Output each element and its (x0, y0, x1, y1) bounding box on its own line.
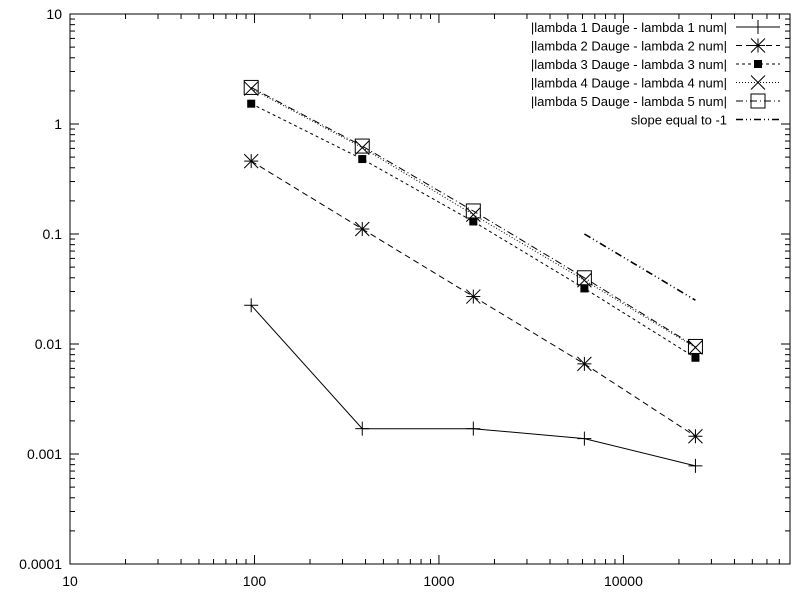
y-tick-label: 0.1 (43, 226, 63, 242)
data-point (247, 99, 256, 108)
legend-entry: |lambda 5 Dauge - lambda 5 num| (531, 93, 780, 109)
legend-entry: |lambda 3 Dauge - lambda 3 num| (531, 57, 780, 72)
x-tick-label: 100 (243, 573, 267, 589)
data-point (465, 207, 481, 222)
data-point (243, 79, 259, 95)
data-point (465, 203, 481, 219)
series-line (250, 304, 696, 467)
series-2 (243, 153, 703, 444)
data-point (469, 217, 478, 226)
data-point (243, 81, 259, 96)
series (243, 79, 703, 473)
y-tick-label: 0.01 (35, 336, 62, 352)
legend-marker (750, 75, 766, 90)
data-point (687, 338, 703, 354)
data-point (465, 289, 481, 304)
legend-entry: slope equal to -1 (631, 113, 780, 128)
legend-label: |lambda 3 Dauge - lambda 3 num| (531, 57, 727, 72)
x-tick-label: 10 (62, 573, 78, 589)
series-line (583, 233, 696, 301)
data-point (688, 428, 703, 444)
legend-label: |lambda 1 Dauge - lambda 1 num| (531, 20, 727, 35)
series-line (250, 86, 696, 347)
data-point (243, 153, 259, 169)
data-point (354, 140, 370, 155)
y-tick-label: 0.0001 (19, 556, 62, 572)
y-tick-label: 1 (54, 116, 62, 132)
legend-marker (750, 93, 766, 109)
data-point (688, 340, 703, 355)
data-point (577, 356, 592, 372)
ticks: 10 100 1000 10000 0.0001 0.001 0.01 0.1 1 10 (19, 6, 790, 589)
data-point (354, 221, 370, 237)
legend-label: |lambda 2 Dauge - lambda 2 num| (531, 39, 727, 54)
legend-label: slope equal to -1 (631, 113, 727, 128)
legend: |lambda 1 Dauge - lambda 1 num| |lambda 2… (531, 20, 780, 128)
legend-label: |lambda 5 Dauge - lambda 5 num| (531, 94, 727, 109)
series-6 (583, 233, 696, 301)
y-tick-label: 0.001 (27, 446, 62, 462)
series-line (250, 103, 696, 359)
data-point (580, 284, 589, 293)
series-1 (244, 298, 703, 473)
y-tick-label: 10 (46, 6, 62, 22)
x-tick-label: 1000 (423, 573, 454, 589)
data-point (358, 155, 367, 164)
data-point (354, 138, 370, 154)
legend-marker (754, 60, 762, 68)
legend-entry: |lambda 4 Dauge - lambda 4 num| (531, 75, 780, 91)
legend-entry: |lambda 1 Dauge - lambda 1 num| (531, 20, 780, 35)
x-tick-label: 10000 (604, 573, 643, 589)
legend-label: |lambda 4 Dauge - lambda 4 num| (531, 76, 727, 91)
data-point (576, 270, 592, 286)
data-point (691, 353, 700, 362)
series-5 (243, 79, 703, 354)
legend-marker (750, 38, 766, 53)
series-3 (247, 99, 700, 362)
legend-entry: |lambda 2 Dauge - lambda 2 num| (531, 38, 780, 54)
